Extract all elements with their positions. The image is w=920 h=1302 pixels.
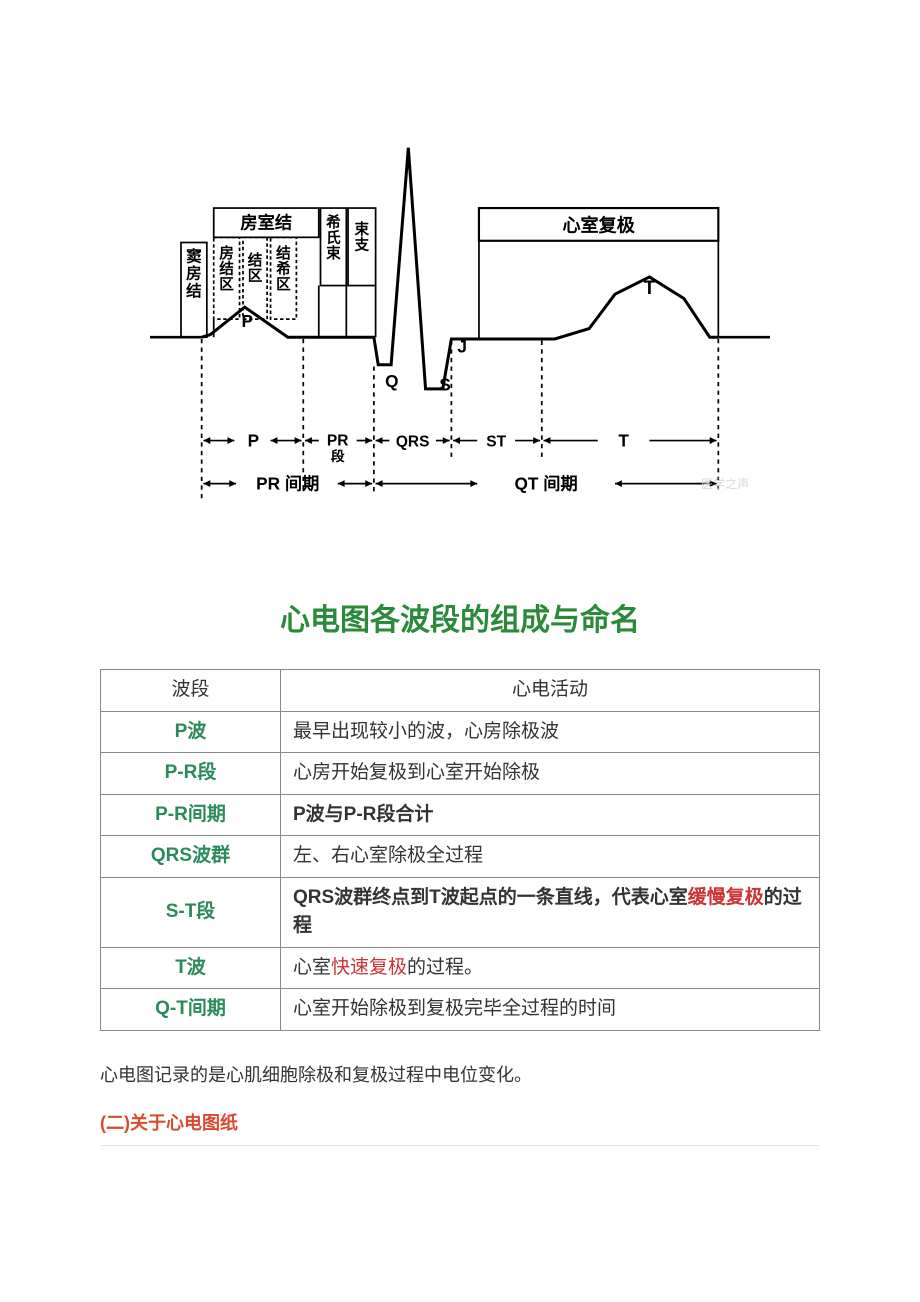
section-heading: (二)关于心电图纸 [100,1109,820,1135]
svg-text:束支: 束支 [354,221,370,254]
wave-name-cell: T波 [101,947,281,989]
svg-text:ST: ST [486,434,506,451]
description-text: 心电图记录的是心肌细胞除极和复极过程中电位变化。 [100,1061,820,1090]
label-ventricular-repol: 心室复极 [562,214,635,235]
svg-text:PR: PR [327,433,349,450]
wave-desc-cell: 心房开始复极到心室开始除极 [281,753,820,795]
table-row: Q-T间期心室开始除极到复极完毕全过程的时间 [101,989,820,1031]
wave-desc-cell: 最早出现较小的波，心房除极波 [281,711,820,753]
svg-text:QRS: QRS [396,434,430,451]
label-q-wave: Q [385,371,398,391]
label-j-point: J [457,337,467,357]
wave-name-cell: S-T段 [101,877,281,947]
svg-text:T: T [618,431,629,451]
wave-name-cell: P-R段 [101,753,281,795]
svg-text:房结区: 房结区 [219,244,234,293]
table-row: P-R段心房开始复极到心室开始除极 [101,753,820,795]
table-header-activity: 心电活动 [281,670,820,712]
watermark-text: 医学之声 [701,476,749,491]
svg-text:结希区: 结希区 [276,244,291,293]
ecg-segments-table: 波段 心电活动 P波最早出现较小的波，心房除极波P-R段心房开始复极到心室开始除… [100,669,820,1031]
wave-desc-cell: 心室快速复极的过程。 [281,947,820,989]
wave-name-cell: P-R间期 [101,794,281,836]
page-title: 心电图各波段的组成与命名 [100,595,820,639]
label-t-wave: T [644,278,656,299]
label-s-wave: S [439,375,450,395]
table-row: P-R间期P波与P-R段合计 [101,794,820,836]
table-row: S-T段QRS波群终点到T波起点的一条直线，代表心室缓慢复极的过程 [101,877,820,947]
label-p-wave: P [242,311,253,331]
segment-labels-row: P PR 段 QRS ST [203,431,716,465]
label-av-node: 房室结 [240,213,292,233]
table-row: QRS波群左、右心室除极全过程 [101,836,820,878]
wave-name-cell: Q-T间期 [101,989,281,1031]
label-sinoatrial: 窦房结 [185,246,202,299]
wave-name-cell: P波 [101,711,281,753]
wave-name-cell: QRS波群 [101,836,281,878]
svg-text:段: 段 [331,448,345,464]
wave-desc-cell: P波与P-R段合计 [281,794,820,836]
svg-text:结区: 结区 [248,251,263,284]
table-header-wave: 波段 [101,670,281,712]
svg-text:希氏束: 希氏束 [326,213,341,262]
table-row: T波心室快速复极的过程。 [101,947,820,989]
wave-desc-cell: 左、右心室除极全过程 [281,836,820,878]
divider [100,1145,820,1146]
ecg-waveform-diagram: 窦房结 房室结 房结区 结区 结希区 希氏束 束支 [150,90,770,555]
table-row: P波最早出现较小的波，心房除极波 [101,711,820,753]
svg-text:P: P [248,431,259,451]
svg-text:PR 间期: PR 间期 [256,474,319,494]
wave-desc-cell: 心室开始除极到复极完毕全过程的时间 [281,989,820,1031]
interval-labels-row: PR 间期 QT 间期 [203,474,716,494]
wave-desc-cell: QRS波群终点到T波起点的一条直线，代表心室缓慢复极的过程 [281,877,820,947]
svg-text:QT 间期: QT 间期 [515,474,578,494]
